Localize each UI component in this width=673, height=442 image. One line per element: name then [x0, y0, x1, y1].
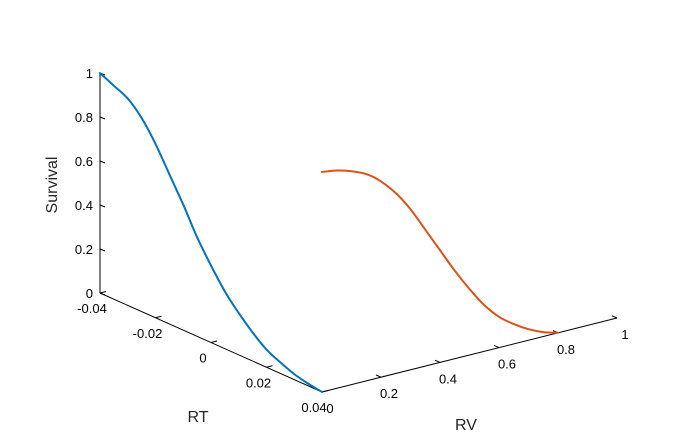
rt-tick-label: -0.04: [77, 301, 107, 316]
rv-tick-label: 0.4: [439, 371, 457, 386]
survival-tick-label: 0.8: [75, 110, 93, 125]
rv-tick-label: 0.2: [380, 386, 398, 401]
rv-tick: [493, 344, 500, 349]
rv-tick: [434, 359, 441, 363]
survival-tick-label: 0.4: [75, 198, 93, 213]
rt-ticks: -0.04 -0.02 0 0.02 0.04: [77, 291, 329, 415]
rv-tick: [611, 315, 618, 319]
survival-tick: [99, 292, 106, 296]
rv-tick-label: 0.6: [498, 357, 516, 372]
survival-tick-label: 0.6: [75, 154, 93, 169]
survival-axis-title: Survival: [44, 157, 61, 214]
survival-tick: [99, 160, 106, 164]
rt-tick: [99, 291, 107, 294]
rv-tick: [375, 374, 382, 378]
rt-tick: [210, 340, 218, 343]
rv-axis-title: RV: [455, 417, 477, 434]
rt-axis-title: RT: [187, 409, 208, 426]
rv-tick-label: 0.8: [557, 342, 575, 357]
rt-tick: [321, 390, 329, 393]
rt-tick-label: -0.02: [133, 326, 163, 341]
rv-tick-label: 1: [621, 327, 628, 342]
survival-tick-label: 1: [86, 66, 93, 81]
survival-tick: [99, 204, 106, 208]
survival-tick: [99, 248, 106, 252]
rt-tick: [155, 315, 162, 319]
survival-tick: [99, 116, 106, 120]
survival-ticks: 0 0.2 0.4 0.6 0.8 1: [75, 66, 106, 301]
curves: [99, 72, 559, 393]
rt-tick-label: 0.02: [246, 375, 271, 390]
rt-survival-curve: [99, 72, 323, 393]
rv-axis-line: [321, 317, 618, 393]
rv-ticks: 0 0.2 0.4 0.6 0.8 1: [316, 315, 629, 416]
survival-tick-label: 0: [86, 286, 93, 301]
rt-tick: [266, 365, 273, 368]
rv-tick-label: 0: [326, 401, 333, 416]
rt-tick-label: 0.04: [301, 400, 326, 415]
rv-survival-curve: [321, 169, 559, 334]
survival-tick-label: 0.2: [75, 242, 93, 257]
rt-tick-label: 0: [199, 351, 206, 366]
